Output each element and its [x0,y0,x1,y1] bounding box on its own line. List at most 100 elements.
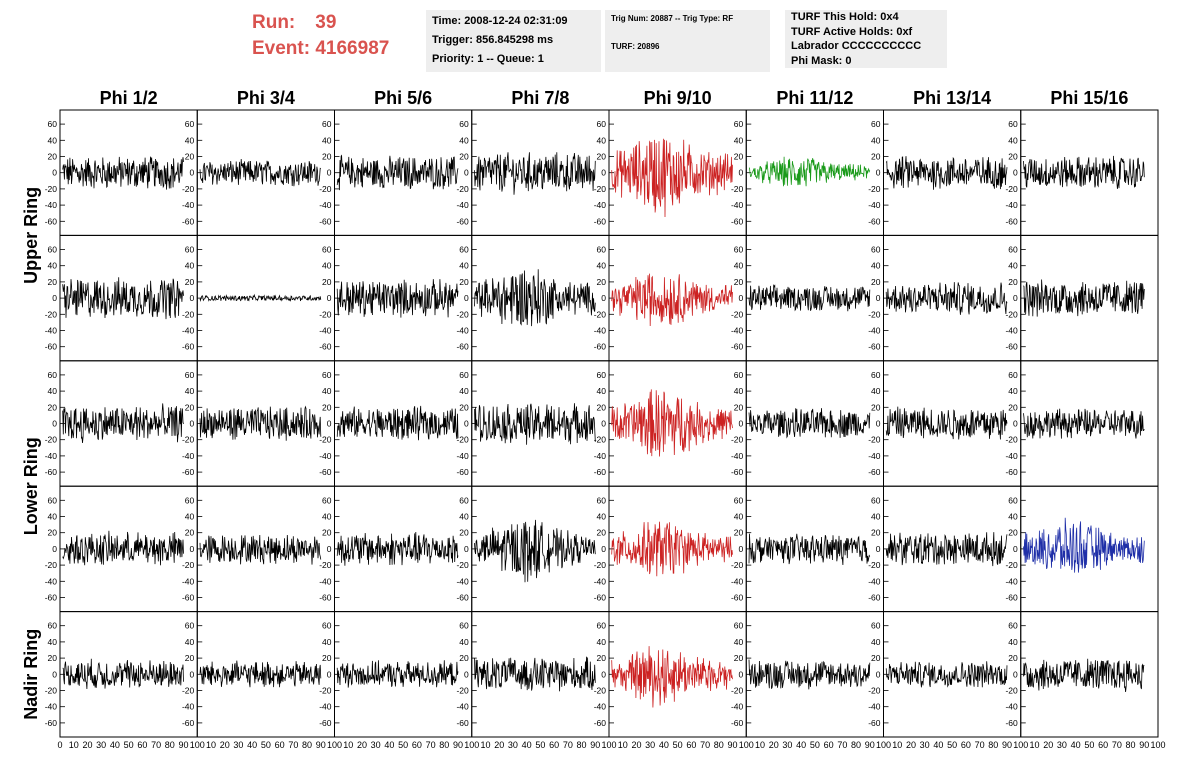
y-tick-label: -60 [731,593,744,603]
y-tick-label: 0 [52,544,57,554]
y-tick-label: 60 [871,245,881,255]
y-tick-label: 20 [185,402,195,412]
y-tick-label: -60 [456,467,469,477]
x-tick-label: 20 [631,740,641,750]
y-tick-label: 0 [876,419,881,429]
waveform-trace [1023,658,1145,692]
x-tick-label: 30 [920,740,930,750]
x-tick-label: 10 [69,740,79,750]
y-tick-label: 60 [185,370,195,380]
y-tick-label: -60 [594,593,607,603]
y-tick-label: 20 [459,152,469,162]
waveform-trace [199,405,322,441]
y-tick-label: -20 [45,686,58,696]
waveform-panel: -60 -40 -20 0 20 40 60 [45,360,198,487]
y-tick-label: -40 [1005,702,1018,712]
y-tick-label: 40 [734,261,744,271]
waveform-panel: -60 -40 -20 0 20 40 60 [456,611,610,738]
x-tick-label: 10 [1029,740,1039,750]
y-tick-label: -60 [1005,342,1018,352]
column-label: Phi 11/12 [776,88,853,108]
y-tick-label: -20 [319,184,332,194]
x-tick-label: 60 [412,740,422,750]
x-tick-label: 40 [247,740,257,750]
y-tick-label: 0 [464,419,469,429]
x-tick-label: 60 [686,740,696,750]
y-tick-label: -60 [731,467,744,477]
waveform-panel: -60 -40 -20 0 20 40 60 [319,109,473,236]
waveform-trace [611,273,733,327]
x-tick-label: 90 [179,740,189,750]
turf-hold-text: TURF This Hold: 0x4 [791,11,899,23]
y-tick-label: 0 [739,419,744,429]
y-tick-label: 0 [1013,669,1018,679]
y-tick-label: 0 [876,293,881,303]
y-tick-label: 60 [734,245,744,255]
y-tick-label: 40 [597,135,607,145]
waveform-trace [885,661,1008,688]
time-text: Time: 2008-12-24 02:31:09 [432,15,568,27]
y-tick-label: 40 [322,135,332,145]
column-label: Phi 3/4 [237,88,295,108]
y-tick-label: -20 [182,435,195,445]
y-tick-label: 20 [597,152,607,162]
y-tick-label: -20 [594,686,607,696]
y-tick-label: 60 [597,495,607,505]
waveform-panel: -60 -40 -20 0 20 40 60 [45,234,198,362]
waveform-panel: -60 -40 -20 0 20 40 60 [1005,360,1159,487]
y-tick-label: -60 [456,342,469,352]
waveform-trace [199,534,322,565]
y-tick-label: 60 [322,621,332,631]
y-tick-label: 20 [1008,528,1018,538]
y-tick-label: 20 [871,528,881,538]
waveform-panel: -60 -40 -20 0 20 40 60 [182,109,335,236]
y-tick-label: 60 [459,245,469,255]
y-tick-label: 20 [871,402,881,412]
y-tick-label: 20 [597,653,607,663]
x-tick-label: 50 [947,740,957,750]
y-tick-label: -40 [731,451,744,461]
y-tick-label: 20 [322,152,332,162]
waveform-trace [1023,155,1145,189]
waveform-trace [474,656,596,692]
y-tick-label: -60 [182,467,195,477]
row-label: Upper Ring [21,187,41,284]
x-tick-label: 90 [865,740,875,750]
y-tick-label: 20 [734,152,744,162]
y-tick-label: -60 [182,216,195,226]
y-tick-label: 40 [185,512,195,522]
waveform-panel: -60 -40 -20 0 20 40 60 [594,109,747,236]
y-tick-label: -40 [45,702,58,712]
y-tick-label: -20 [456,309,469,319]
y-tick-label: -40 [456,200,469,210]
y-tick-label: 60 [871,119,881,129]
y-tick-label: 20 [322,277,332,287]
x-tick-label: 100 [327,740,342,750]
y-tick-label: -20 [319,435,332,445]
y-tick-label: 60 [459,495,469,505]
y-tick-label: 40 [871,135,881,145]
y-tick-label: 40 [1008,512,1018,522]
x-tick-label: 20 [769,740,779,750]
y-tick-label: -40 [182,702,195,712]
waveform-panel: -60 -40 -20 0 20 40 60 [182,485,335,613]
y-tick-label: -40 [868,200,881,210]
y-tick-label: -20 [594,560,607,570]
y-tick-label: -40 [45,200,58,210]
y-tick-label: -40 [868,702,881,712]
y-tick-label: -40 [868,326,881,336]
waveform-panel: -60 -40 -20 0 20 40 60 [868,234,1022,362]
y-tick-label: 0 [1013,544,1018,554]
waveform-panel: -60 -40 -20 0 20 40 60 [1005,611,1159,738]
waveform-trace [748,533,871,566]
x-tick-label: 100 [1013,740,1028,750]
y-tick-label: -60 [868,718,881,728]
y-tick-label: -60 [731,216,744,226]
x-tick-label: 10 [755,740,765,750]
y-tick-label: -60 [731,718,744,728]
y-tick-label: 40 [734,135,744,145]
y-tick-label: -40 [1005,451,1018,461]
waveform-trace [1023,408,1145,439]
y-tick-label: 20 [322,653,332,663]
waveform-panel: -60 -40 -20 0 20 40 60 [319,485,473,613]
